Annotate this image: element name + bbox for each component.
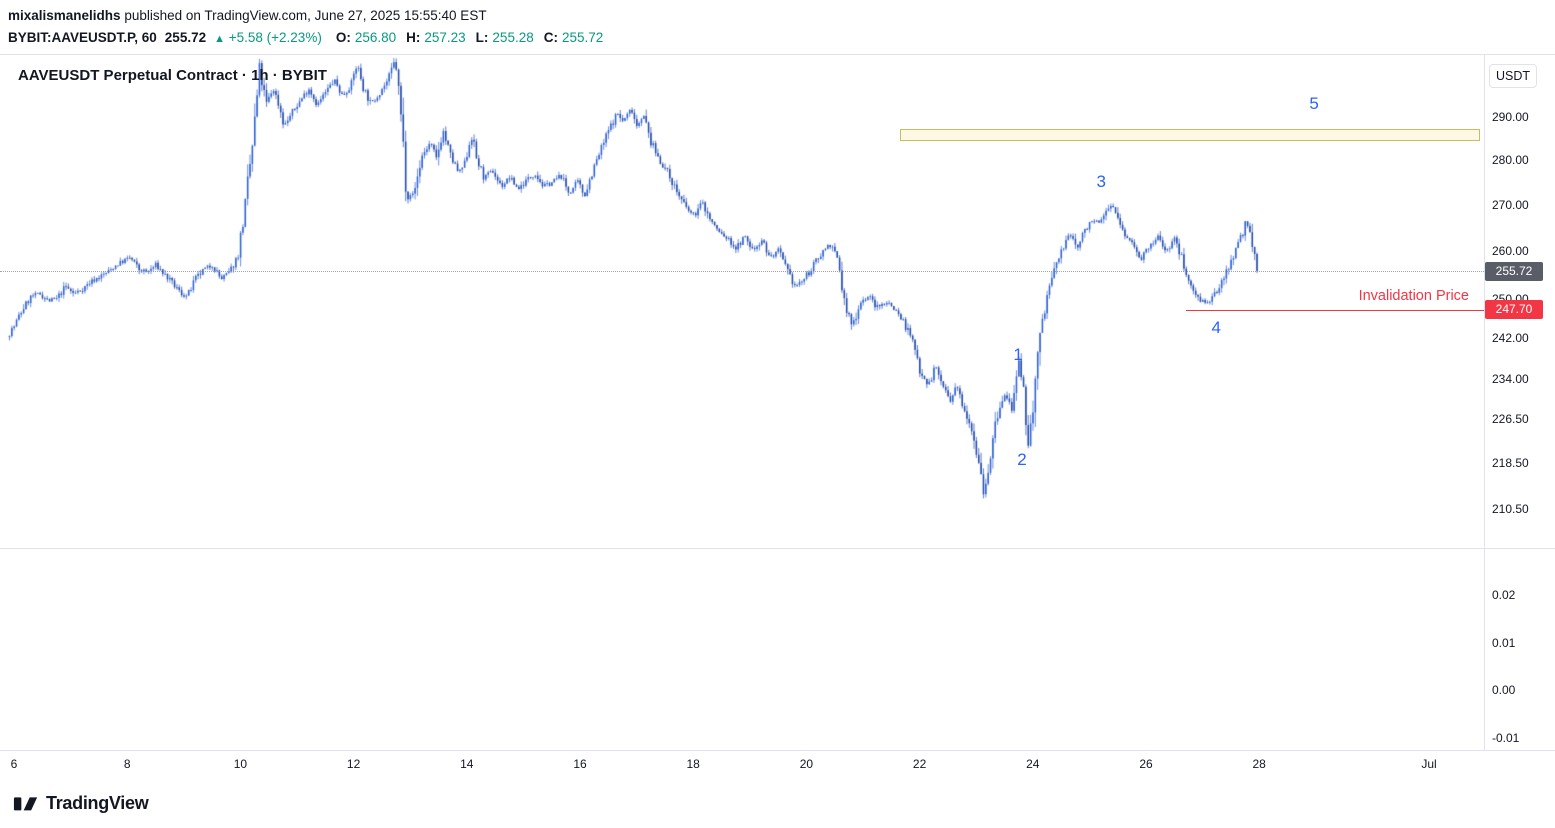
time-tick: 8 <box>123 757 131 771</box>
invalidation-line[interactable] <box>1185 309 1484 311</box>
price-tick: 226.50 <box>1492 412 1529 427</box>
price-change: ▲ +5.58 (+2.23%) <box>214 30 322 45</box>
price-tick: 234.00 <box>1492 372 1529 387</box>
indicator-tick: 0.02 <box>1492 588 1516 602</box>
ohlc-values: O: 256.80 H: 257.23 L: 255.28 C: 255.72 <box>330 30 603 45</box>
price-tick: 290.00 <box>1492 110 1529 125</box>
header-separator <box>0 54 1555 55</box>
price-tick: 242.00 <box>1492 331 1529 346</box>
time-tick: 18 <box>686 757 700 771</box>
price-tick: 210.50 <box>1492 501 1529 516</box>
wave-label-5[interactable]: 5 <box>1309 93 1319 113</box>
ohlc-value: 257.23 <box>424 30 466 45</box>
invalidation-price-badge: 247.70 <box>1485 300 1543 320</box>
symbol-bar: BYBIT:AAVEUSDT.P, 60 255.72 ▲ +5.58 (+2.… <box>8 30 603 45</box>
publish-info-row: mixalismanelidhs published on TradingVie… <box>8 8 487 23</box>
ohlc-letter: O: <box>335 30 351 45</box>
chart-title: AAVEUSDT Perpetual Contract · 1h · BYBIT <box>18 67 327 84</box>
publisher-name: mixalismanelidhs <box>8 8 121 23</box>
price-tick: 270.00 <box>1492 197 1529 212</box>
last-price: 255.72 <box>164 30 207 45</box>
time-tick: 22 <box>912 757 927 771</box>
tradingview-logo[interactable]: TradingView <box>13 790 149 816</box>
publish-text: published on TradingView.com, June 27, 2… <box>120 8 487 23</box>
ohlc-value: 255.28 <box>492 30 534 45</box>
time-tick: 14 <box>460 757 474 771</box>
indicator-tick: -0.01 <box>1492 730 1520 745</box>
wave-label-3[interactable]: 3 <box>1096 172 1107 192</box>
price-tick: 218.50 <box>1492 456 1529 471</box>
pane-separator <box>0 548 1555 549</box>
ohlc-value: 255.72 <box>561 30 604 45</box>
time-axis-separator <box>0 750 1555 751</box>
wave-label-2[interactable]: 2 <box>1017 450 1027 470</box>
current-price-badge: 255.72 <box>1485 261 1543 281</box>
tradingview-logo-text: TradingView <box>46 792 149 813</box>
time-tick: 16 <box>573 757 587 771</box>
ohlc-letter: H: <box>406 30 421 45</box>
ohlc-letter: C: <box>543 30 558 45</box>
time-tick: Jul <box>1421 757 1437 771</box>
time-tick: 20 <box>799 757 814 771</box>
time-tick: 6 <box>10 757 18 771</box>
tradingview-logo-icon <box>13 797 38 811</box>
currency-badge[interactable]: USDT <box>1489 64 1537 88</box>
time-tick: 26 <box>1139 757 1153 771</box>
indicator-tick: 0.00 <box>1492 683 1516 697</box>
up-arrow-icon: ▲ <box>214 33 225 45</box>
wave5-target-zone[interactable] <box>899 129 1480 142</box>
wave-label-1[interactable]: 1 <box>1013 345 1023 365</box>
ohlc-value: 256.80 <box>354 30 397 45</box>
wave-label-4[interactable]: 4 <box>1211 317 1221 337</box>
indicator-tick: 0.01 <box>1492 635 1516 650</box>
price-tick: 260.00 <box>1492 243 1529 258</box>
time-tick: 24 <box>1026 757 1040 771</box>
ohlc-letter: L: <box>475 30 489 45</box>
time-tick: 12 <box>346 757 361 771</box>
current-price-line <box>0 271 1484 272</box>
price-tick: 280.00 <box>1492 153 1529 168</box>
symbol-name[interactable]: BYBIT:AAVEUSDT.P, 60 <box>8 30 157 45</box>
change-text: +5.58 (+2.23%) <box>228 30 322 45</box>
time-tick: 28 <box>1252 757 1266 771</box>
invalidation-label: Invalidation Price <box>1358 288 1469 304</box>
time-tick: 10 <box>233 757 248 771</box>
price-axis-separator[interactable] <box>1484 55 1485 750</box>
